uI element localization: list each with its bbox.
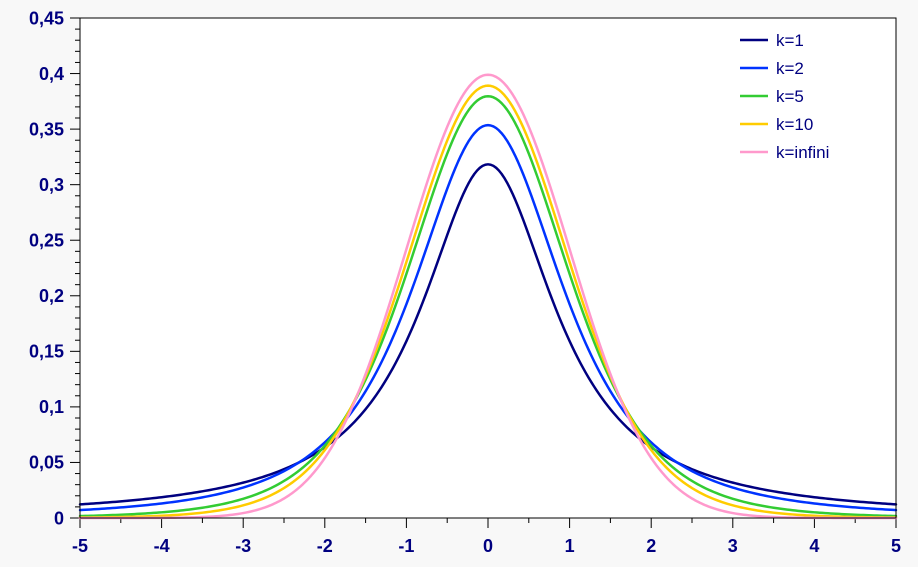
chart-container: -5 -4 -3 -2 -1 0 1 2 3 4 5 0 0,05 0,1 0,15 0,2 0,25 0,3 0,… xyxy=(0,0,918,567)
legend-label: k=5 xyxy=(776,87,804,106)
plot-area xyxy=(80,18,896,518)
y-tick-label: 0,3 xyxy=(39,175,64,195)
legend-label: k=10 xyxy=(776,115,813,134)
x-tick-label: 1 xyxy=(565,536,575,556)
x-tick-label: -5 xyxy=(72,536,88,556)
legend-label: k=1 xyxy=(776,31,804,50)
y-tick-label: 0,25 xyxy=(29,231,64,251)
y-tick-label: 0,4 xyxy=(39,64,64,84)
x-tick-label: 3 xyxy=(728,536,738,556)
line-chart: -5 -4 -3 -2 -1 0 1 2 3 4 5 0 0,05 0,1 0,15 0,2 0,25 0,3 0,… xyxy=(0,0,918,567)
legend-label: k=2 xyxy=(776,59,804,78)
x-tick-label: 4 xyxy=(809,536,819,556)
x-tick-label: -2 xyxy=(317,536,333,556)
x-tick-label: -3 xyxy=(235,536,251,556)
y-tick-label: 0,2 xyxy=(39,286,64,306)
y-tick-label: 0,1 xyxy=(39,397,64,417)
x-tick-label: -1 xyxy=(398,536,414,556)
y-tick-label: 0,45 xyxy=(29,8,64,28)
x-tick-label: 5 xyxy=(891,536,901,556)
legend-label: k=infini xyxy=(776,143,829,162)
y-tick-label: 0,15 xyxy=(29,342,64,362)
x-tick-label: 0 xyxy=(483,536,493,556)
x-tick-label: 2 xyxy=(646,536,656,556)
y-tick-label: 0,05 xyxy=(29,453,64,473)
y-tick-label: 0 xyxy=(54,508,64,528)
x-tick-label: -4 xyxy=(154,536,170,556)
y-tick-label: 0,35 xyxy=(29,119,64,139)
